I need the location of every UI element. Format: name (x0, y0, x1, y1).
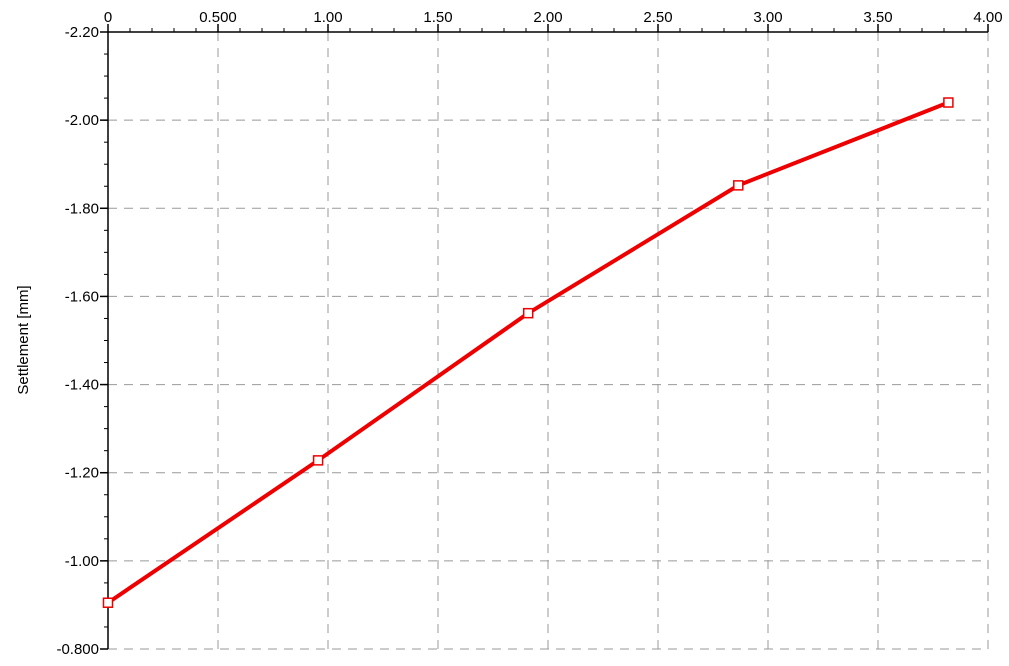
data-point-marker (733, 180, 744, 191)
x-tick-label: 4.00 (973, 9, 1002, 26)
y-tick-label: -2.00 (65, 112, 99, 129)
tick-labels: 0 0.500 1.00 1.50 2.00 2.50 3.00 3.50 4.00 -2.20 -… (56, 9, 1002, 658)
ticks (100, 24, 989, 650)
series-line (106, 100, 950, 605)
x-tick-label: 2.50 (643, 9, 672, 26)
x-tick-label: 3.00 (753, 9, 782, 26)
y-tick-label: -1.00 (65, 553, 99, 570)
x-tick-label: 2.00 (533, 9, 562, 26)
y-tick-label: -1.20 (65, 465, 99, 482)
y-tick-label: -1.60 (65, 288, 99, 305)
y-tick-label: -2.20 (65, 24, 99, 41)
grid (108, 32, 989, 650)
x-tick-label: 1.00 (313, 9, 342, 26)
y-tick-label: -0.800 (56, 641, 99, 658)
x-tick-label: 0 (104, 9, 112, 26)
x-tick-label: 3.50 (863, 9, 892, 26)
y-tick-label: -1.40 (65, 377, 99, 394)
data-point-marker (312, 455, 324, 466)
y-tick-label: -1.80 (65, 200, 99, 217)
x-tick-label: 0.500 (199, 9, 237, 26)
data-point-marker (943, 97, 954, 108)
data-point-marker (102, 597, 114, 608)
x-tick-label: 1.50 (423, 9, 452, 26)
series (102, 97, 954, 608)
y-axis-title: Settlement [mm] (15, 285, 32, 394)
data-point-marker (522, 307, 534, 319)
